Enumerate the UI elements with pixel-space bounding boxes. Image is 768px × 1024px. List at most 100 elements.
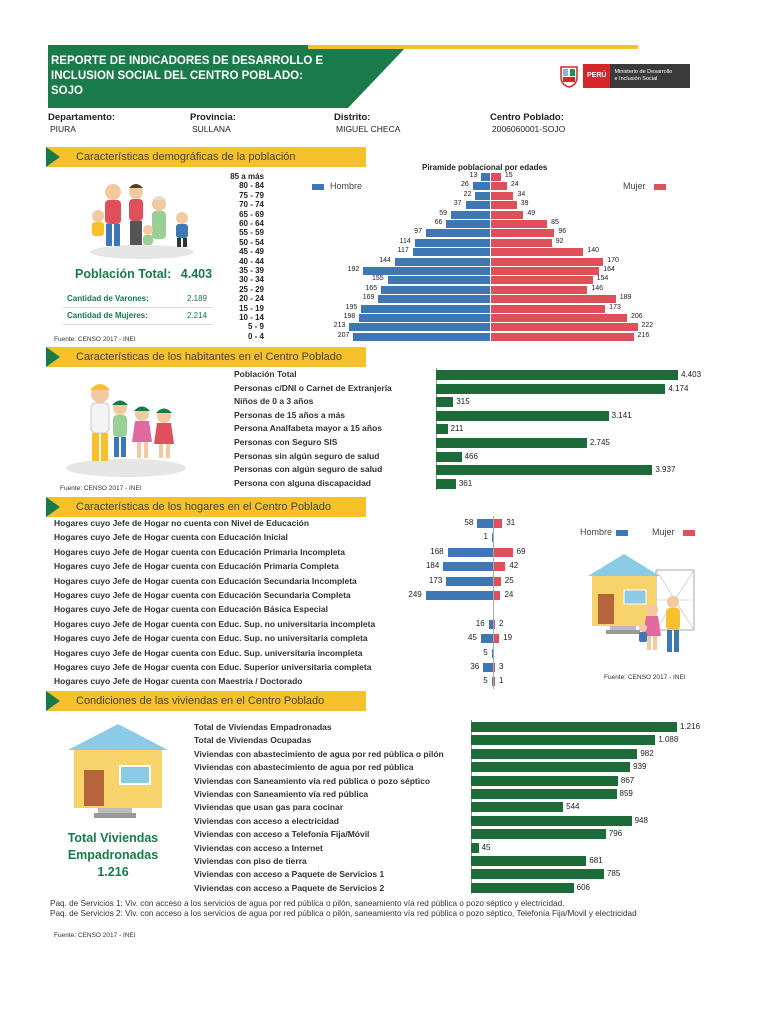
pyramid-bar-male xyxy=(394,257,490,266)
pyramid-value-male: 37 xyxy=(453,200,462,208)
pyramid-value-female: 154 xyxy=(596,275,609,283)
hogares-value-male: 184 xyxy=(425,561,440,571)
habitantes-bar xyxy=(436,465,653,476)
house-family-illustration xyxy=(588,554,695,652)
habitantes-bar xyxy=(436,478,456,489)
hogares-label: Hogares cuyo Jefe de Hogar cuenta con Ed… xyxy=(54,532,288,543)
pyramid-legend-male: Hombre xyxy=(312,181,362,191)
pyramid-bar-female xyxy=(491,304,606,313)
hogares-label: Hogares cuyo Jefe de Hogar cuenta con Ed… xyxy=(54,590,351,600)
hogares-value-male: 5 xyxy=(483,676,488,686)
hogares-value-male: 1 xyxy=(483,532,488,542)
viviendas-bar xyxy=(471,802,564,813)
pyramid-value-female: 24 xyxy=(510,181,519,189)
habitantes-value: 3.141 xyxy=(611,410,632,420)
hogares-value-male: 36 xyxy=(470,662,480,671)
pyramid-bar-female xyxy=(491,238,552,247)
hogares-bar-female xyxy=(494,547,513,557)
habitantes-value: 2.745 xyxy=(589,438,610,447)
habitantes-value: 211 xyxy=(450,424,464,434)
viviendas-value: 785 xyxy=(606,869,621,879)
viviendas-bar xyxy=(471,762,631,773)
pyramid-bar-male xyxy=(412,248,490,257)
pyramid-value-male: 213 xyxy=(333,322,346,330)
pyramid-bar-male xyxy=(465,201,490,210)
family-illustration xyxy=(90,184,194,259)
hogares-label: Hogares cuyo Jefe de Hogar cuenta con Ed… xyxy=(54,604,328,615)
paquete-2-note: Paq. de Servicios 2: Viv. con acceso a l… xyxy=(50,909,637,918)
mujeres-stat: Cantidad de Mujeres: 2.214 xyxy=(63,309,213,325)
pyramid-value-female: 216 xyxy=(637,331,650,339)
pyramid-value-female: 170 xyxy=(607,256,619,264)
viviendas-bar xyxy=(471,722,677,732)
hogares-bar-female xyxy=(494,634,500,644)
pyramid-value-female: 49 xyxy=(527,209,536,217)
hogares-value-female: 2 xyxy=(499,618,504,628)
pyramid-bar-male xyxy=(349,323,490,332)
viviendas-value: 948 xyxy=(634,815,648,825)
hogares-bar-male xyxy=(492,533,493,543)
viviendas-bar-chart: Total de Viviendas Empadronadas 1.216 Tota… xyxy=(190,720,720,898)
section-arrow-icon xyxy=(46,497,60,517)
pyramid-bar-female xyxy=(491,295,616,304)
poblacion-total: Población Total: 4.403 xyxy=(75,267,213,281)
pyramid-age-label: 60 - 64 xyxy=(239,219,264,228)
habitantes-bar xyxy=(436,370,678,380)
habitantes-value: 315 xyxy=(456,397,470,407)
header-green-wedge xyxy=(348,45,408,108)
children-illustration xyxy=(66,384,186,477)
pyramid-age-label: 70 - 74 xyxy=(239,200,264,210)
hogares-bar-male xyxy=(425,591,493,600)
habitantes-bar xyxy=(436,410,609,421)
legend-female-swatch xyxy=(682,529,695,536)
viviendas-value: 867 xyxy=(620,775,635,785)
pyramid-bar-female xyxy=(491,191,514,200)
viviendas-bar xyxy=(471,815,632,826)
hogares-value-female: 25 xyxy=(504,575,514,585)
habitantes-label: Niños de 0 a 3 años xyxy=(234,396,314,407)
hogares-value-female: 42 xyxy=(509,561,519,571)
hogares-label: Hogares cuyo Jefe de Hogar cuenta con Ed… xyxy=(54,546,345,557)
pyramid-value-female: 146 xyxy=(591,284,604,292)
viviendas-value: 982 xyxy=(640,748,654,758)
report-header: REPORTE DE INDICADORES DE DESARROLLO E I… xyxy=(48,45,695,108)
house-illustration xyxy=(68,724,168,818)
pyramid-bar-male xyxy=(387,276,490,285)
hogares-value-female: 1 xyxy=(499,676,504,686)
pyramid-age-label: 50 - 54 xyxy=(239,237,264,247)
pyramid-value-female: 15 xyxy=(504,172,513,179)
hogares-bar-female xyxy=(494,562,506,572)
viviendas-value: 606 xyxy=(576,882,591,892)
pyramid-title: Piramide poblacional por edades xyxy=(422,163,548,172)
pyramid-age-label: 20 - 24 xyxy=(239,294,264,304)
viviendas-bar xyxy=(471,856,587,866)
hogares-value-female: 3 xyxy=(499,662,504,671)
hogares-bar-male xyxy=(443,562,493,572)
pyramid-value-male: 192 xyxy=(347,266,360,273)
hogares-label: Hogares cuyo Jefe de Hogar cuenta con Ed… xyxy=(54,561,339,572)
viviendas-bar xyxy=(471,829,606,840)
pyramid-value-female: 140 xyxy=(587,247,600,255)
pyramid-age-label: 5 - 9 xyxy=(247,322,264,332)
viviendas-value: 859 xyxy=(619,789,633,798)
pyramid-value-female: 34 xyxy=(517,190,526,198)
habitantes-label: Personas de 15 años a más xyxy=(234,409,346,420)
viviendas-bar xyxy=(471,869,604,880)
hogares-value-female: 24 xyxy=(504,590,514,599)
hogares-value-male: 173 xyxy=(428,575,443,585)
hogares-bar-male xyxy=(491,648,493,658)
hogares-bar-female xyxy=(494,576,501,586)
viviendas-label: Viviendas con acceso a Paquete de Servic… xyxy=(194,882,385,893)
pyramid-bar-male xyxy=(381,285,490,294)
viviendas-bar xyxy=(471,842,479,853)
pyramid-value-female: 85 xyxy=(551,219,559,226)
pyramid-value-male: 165 xyxy=(365,284,378,292)
hogares-value-female: 69 xyxy=(516,546,526,556)
logo-ministry-label: Ministerio de Desarrollo e Inclusión Soc… xyxy=(610,64,691,88)
habitantes-label: Personas c/DNI o Carnet de Extranjería xyxy=(234,382,392,393)
viviendas-label: Viviendas con acceso a Telefonía Fija/Mó… xyxy=(194,829,370,840)
pyramid-value-male: 144 xyxy=(379,256,391,264)
habitantes-bar xyxy=(436,383,666,394)
pyramid-bar-male xyxy=(353,332,490,341)
pyramid-value-male: 59 xyxy=(439,209,448,217)
